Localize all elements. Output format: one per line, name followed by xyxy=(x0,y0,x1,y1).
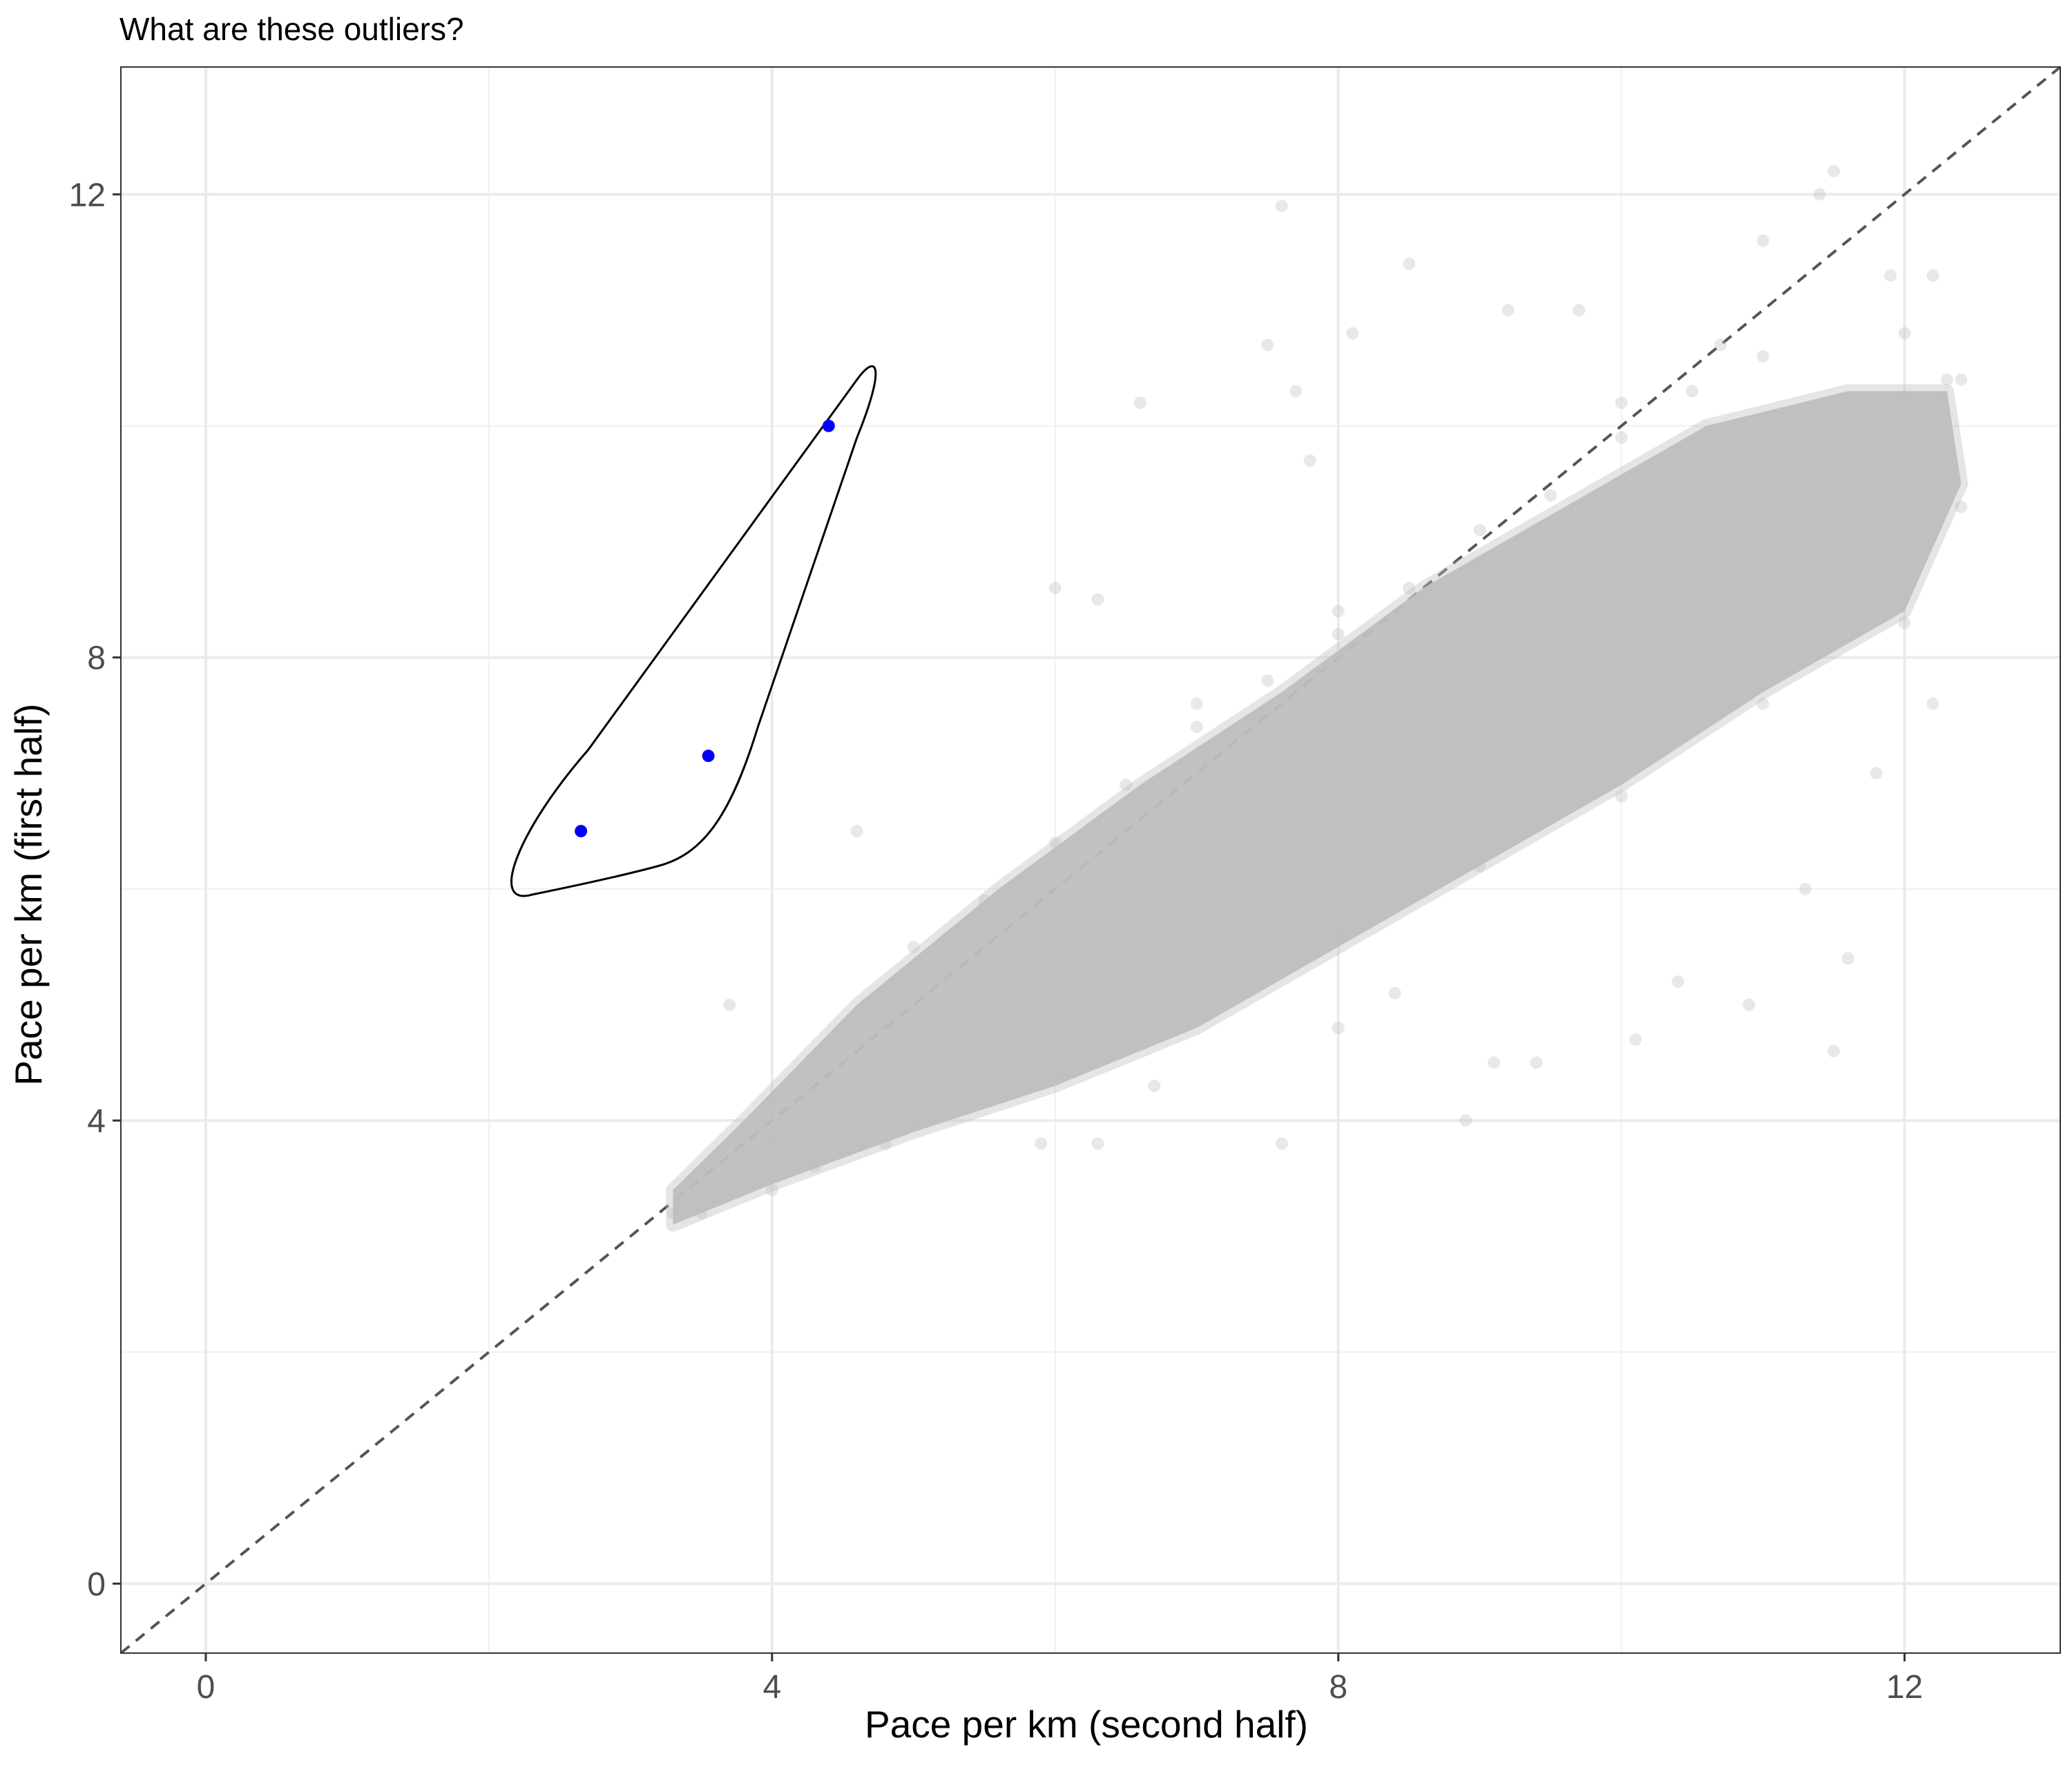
x-tick-label: 0 xyxy=(197,1669,215,1706)
background-point xyxy=(1346,327,1359,340)
background-point xyxy=(1035,1137,1048,1150)
background-point xyxy=(1671,975,1685,988)
background-point xyxy=(1756,350,1769,363)
background-point xyxy=(1615,431,1628,444)
background-point xyxy=(1799,882,1812,895)
background-point xyxy=(1459,1114,1473,1127)
background-point xyxy=(1332,1022,1345,1035)
background-point xyxy=(1388,986,1401,1000)
background-point xyxy=(1261,674,1274,687)
background-point xyxy=(1133,397,1147,410)
background-point xyxy=(1289,385,1303,398)
background-point xyxy=(1756,234,1769,247)
background-point-cloud xyxy=(666,384,1968,1232)
y-axis-ticks: 0 4 8 12 xyxy=(69,177,121,1603)
background-point xyxy=(1473,524,1486,537)
background-point xyxy=(1332,604,1345,618)
background-point xyxy=(1303,454,1316,467)
background-point xyxy=(1544,489,1557,502)
background-point xyxy=(1261,338,1274,352)
background-point xyxy=(1502,303,1515,316)
background-point xyxy=(723,998,736,1011)
background-point xyxy=(1926,269,1939,282)
background-point xyxy=(1743,998,1756,1011)
y-tick-label: 0 xyxy=(87,1566,106,1603)
background-point xyxy=(1629,1033,1642,1046)
background-point xyxy=(1190,721,1203,734)
background-point xyxy=(1530,1056,1543,1069)
background-point xyxy=(907,940,920,953)
background-point xyxy=(1488,1056,1501,1069)
background-point xyxy=(1091,593,1104,606)
x-axis-title: Pace per km (second half) xyxy=(865,1703,1308,1746)
x-tick-label: 12 xyxy=(1886,1669,1923,1706)
background-point xyxy=(1870,767,1883,780)
background-point xyxy=(1884,269,1897,282)
background-point xyxy=(1955,373,1968,386)
background-point xyxy=(1686,385,1699,398)
background-point xyxy=(1828,1044,1841,1058)
annotation-layer xyxy=(510,365,877,897)
background-point xyxy=(850,825,863,838)
background-point xyxy=(1756,697,1769,710)
background-point xyxy=(1573,303,1586,316)
y-axis-title: Pace per km (first half) xyxy=(7,703,50,1085)
y-tick-label: 12 xyxy=(69,177,106,213)
background-point xyxy=(1048,582,1062,595)
background-point xyxy=(1275,200,1288,213)
background-point xyxy=(1828,164,1841,178)
highlighted-point xyxy=(822,419,835,432)
background-point xyxy=(1120,779,1133,792)
background-point xyxy=(1955,500,1968,513)
background-point xyxy=(1148,1079,1161,1092)
background-point xyxy=(1813,188,1826,201)
background-points xyxy=(666,164,1968,1232)
outlier-outline xyxy=(510,365,877,897)
background-point xyxy=(1898,616,1911,629)
x-axis-ticks: 0 4 8 12 xyxy=(197,1653,1923,1706)
highlighted-point xyxy=(702,750,715,763)
background-point xyxy=(1841,952,1854,965)
background-point xyxy=(1615,790,1628,803)
y-tick-label: 8 xyxy=(87,640,106,677)
background-point xyxy=(1275,1137,1288,1150)
chart-title: What are these outliers? xyxy=(119,11,464,47)
background-point xyxy=(1403,582,1416,595)
background-point xyxy=(1714,338,1727,352)
background-point xyxy=(1941,373,1954,386)
background-point xyxy=(765,1183,778,1196)
background-point xyxy=(1926,697,1939,710)
highlighted-point xyxy=(575,825,588,838)
x-tick-label: 8 xyxy=(1329,1669,1347,1706)
highlighted-points xyxy=(575,419,835,838)
background-point xyxy=(1190,697,1203,710)
x-tick-label: 4 xyxy=(762,1669,781,1706)
background-point xyxy=(1091,1137,1104,1150)
background-point xyxy=(1615,397,1628,410)
background-point xyxy=(1403,257,1416,270)
y-tick-label: 4 xyxy=(87,1103,106,1140)
plot-panel-border xyxy=(120,66,2061,1654)
background-point xyxy=(1332,628,1345,641)
background-point xyxy=(1898,327,1911,340)
